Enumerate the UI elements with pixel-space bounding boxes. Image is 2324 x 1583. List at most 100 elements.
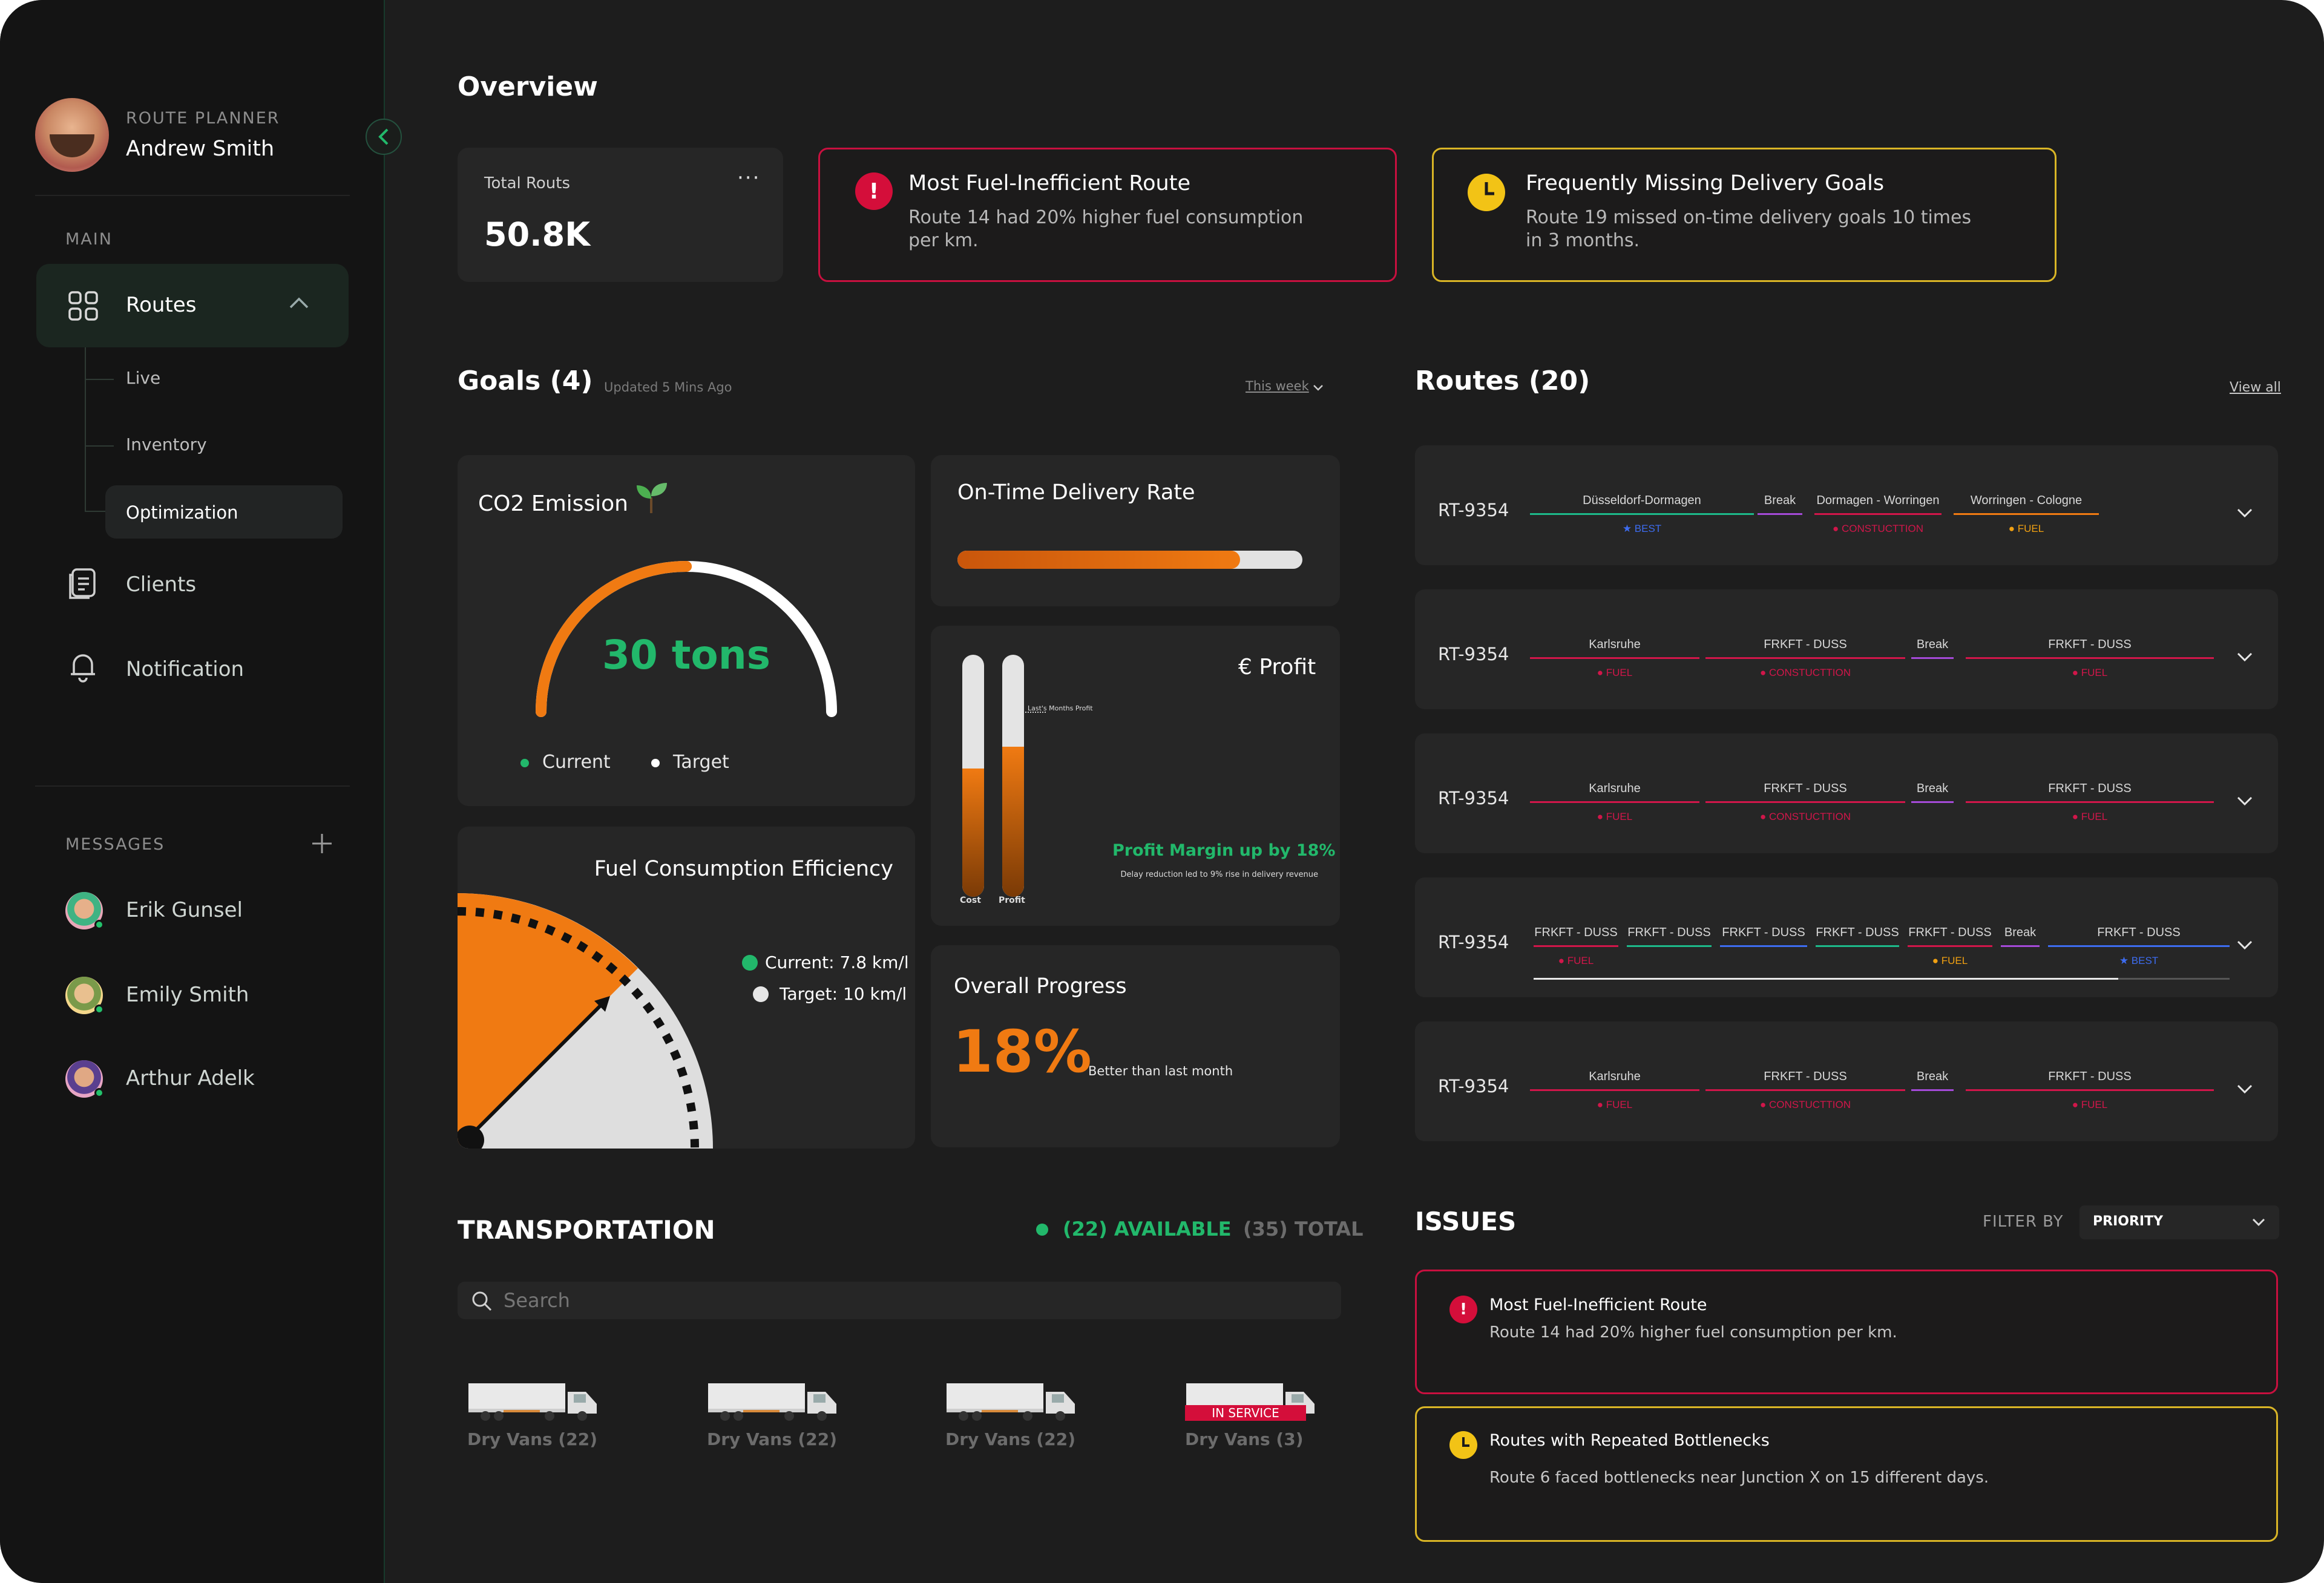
segment-label: Break xyxy=(1764,494,1796,507)
user-name: Andrew Smith xyxy=(126,137,275,161)
segment-tag: ● CONSTUCTTION xyxy=(1832,523,1924,534)
segment-label: FRKFT - DUSS xyxy=(2048,782,2132,795)
nav-sub-optimization[interactable]: Optimization xyxy=(105,485,343,539)
document-icon xyxy=(69,568,96,599)
fuel-target-dot xyxy=(753,986,769,1002)
route-segment[interactable]: Karlsruhe ● FUEL xyxy=(1530,733,1699,853)
issue-bottlenecks[interactable]: Routes with Repeated Bottlenecks Route 6… xyxy=(1415,1406,2278,1542)
total-routes-label: Total Routs xyxy=(484,174,571,192)
route-segment[interactable]: FRKFT - DUSS ● FUEL xyxy=(1908,877,1992,997)
plus-icon[interactable] xyxy=(311,833,333,854)
message-contact[interactable]: Erik Gunsel xyxy=(126,898,243,922)
segment-tag: ● CONSTUCTTION xyxy=(1759,1099,1851,1110)
chevron-down-icon[interactable] xyxy=(2236,795,2254,807)
vehicle-card[interactable]: IN SERVICE Dry Vans (3) xyxy=(1185,1380,1324,1449)
nav-sub-live[interactable]: Live xyxy=(126,368,161,388)
route-segment[interactable]: Break xyxy=(2001,877,2040,997)
route-segment[interactable]: Dormagen - Worringen ● CONSTUCTTION xyxy=(1814,445,1942,565)
co2-card: CO2 Emission 30 tons Current Target xyxy=(458,455,915,806)
issues-title: ISSUES xyxy=(1415,1207,1517,1236)
route-segment[interactable]: FRKFT - DUSS ● FUEL xyxy=(1534,877,1618,997)
goals-title: Goals (4) xyxy=(458,365,593,396)
search-input[interactable] xyxy=(504,1288,1327,1313)
route-segment[interactable]: FRKFT - DUSS ● FUEL xyxy=(1966,733,2214,853)
period-select[interactable]: This week xyxy=(1246,379,1309,393)
goals-updated: Updated 5 Mins Ago xyxy=(604,380,732,395)
segment-line xyxy=(1908,945,1992,947)
route-segment[interactable]: Karlsruhe ● FUEL xyxy=(1530,1021,1699,1141)
message-avatar[interactable] xyxy=(65,977,104,1014)
route-segment[interactable]: Break xyxy=(1758,445,1802,565)
truck-icon xyxy=(947,1383,1075,1421)
route-segment[interactable]: FRKFT - DUSS ● CONSTUCTTION xyxy=(1705,589,1905,709)
message-contact[interactable]: Emily Smith xyxy=(126,983,249,1007)
co2-title: CO2 Emission xyxy=(478,491,628,516)
route-segment[interactable]: FRKFT - DUSS ★ BEST xyxy=(2048,877,2230,997)
user-avatar[interactable] xyxy=(35,98,109,172)
chevron-down-icon[interactable] xyxy=(2236,1083,2254,1095)
profit-card: € Profit Last's Months Profit Cost Profi… xyxy=(931,626,1340,926)
tree-branch xyxy=(85,511,105,512)
segment-label: Break xyxy=(2004,926,2037,939)
fuel-inefficient-alert[interactable]: ! Most Fuel-Inefficient Route Route 14 h… xyxy=(818,148,1397,282)
divider xyxy=(35,195,350,196)
route-row[interactable]: RT-9354 Karlsruhe ● FUEL FRKFT - DUSS ● CONS… xyxy=(1415,733,2278,853)
legend-dot-current xyxy=(520,759,529,767)
vehicle-card[interactable]: Dry Vans (22) xyxy=(467,1380,606,1449)
route-segment[interactable]: Break xyxy=(1911,1021,1954,1141)
route-segment[interactable]: FRKFT - DUSS xyxy=(1720,877,1807,997)
nav-routes[interactable]: Routes xyxy=(36,264,349,347)
chevron-down-icon[interactable] xyxy=(2236,939,2254,951)
route-segment[interactable]: Düsseldorf-Dormagen ★ BEST xyxy=(1530,445,1754,565)
issue-fuel-inefficient[interactable]: ! Most Fuel-Inefficient Route Route 14 h… xyxy=(1415,1270,2278,1394)
missing-goals-alert[interactable]: Frequently Missing Delivery Goals Route … xyxy=(1432,148,2056,282)
overall-note: Better than last month xyxy=(1088,1064,1233,1078)
profit-bar xyxy=(1002,655,1024,897)
route-segment[interactable]: Karlsruhe ● FUEL xyxy=(1530,589,1699,709)
message-contact[interactable]: Arthur Adelk xyxy=(126,1066,255,1090)
more-icon[interactable]: ··· xyxy=(737,166,761,190)
chevron-down-icon[interactable] xyxy=(2236,651,2254,663)
vehicle-card[interactable]: Dry Vans (22) xyxy=(945,1380,1085,1449)
segment-label: FRKFT - DUSS xyxy=(1534,926,1618,939)
route-segment[interactable]: FRKFT - DUSS ● FUEL xyxy=(1966,589,2214,709)
chevron-up-icon[interactable] xyxy=(288,295,310,310)
vehicle-card[interactable]: Dry Vans (22) xyxy=(707,1380,846,1449)
segment-label: Dormagen - Worringen xyxy=(1816,494,1940,507)
view-all-link[interactable]: View all xyxy=(2230,380,2281,395)
route-segment[interactable]: Break xyxy=(1911,733,1954,853)
segment-line xyxy=(1705,1089,1905,1091)
message-avatar[interactable] xyxy=(65,892,104,929)
route-segment[interactable]: FRKFT - DUSS xyxy=(1816,877,1899,997)
route-segment[interactable]: Worringen - Cologne ● FUEL xyxy=(1954,445,2099,565)
route-row[interactable]: RT-9354 Düsseldorf-Dormagen ★ BEST Break Dor… xyxy=(1415,445,2278,565)
overall-value: 18% xyxy=(953,1018,1092,1086)
route-segment[interactable]: Break xyxy=(1911,589,1954,709)
segment-tag: ● FUEL xyxy=(2072,811,2108,822)
route-segment[interactable]: FRKFT - DUSS ● FUEL xyxy=(1966,1021,2214,1141)
nav-sub-inventory[interactable]: Inventory xyxy=(126,434,207,454)
route-segment[interactable]: FRKFT - DUSS ● CONSTUCTTION xyxy=(1705,1021,1905,1141)
bell-icon xyxy=(71,654,95,683)
route-segment[interactable]: FRKFT - DUSS xyxy=(1627,877,1712,997)
segment-label: FRKFT - DUSS xyxy=(1764,1070,1847,1083)
filter-label: FILTER BY xyxy=(1983,1213,2064,1231)
route-segment[interactable]: FRKFT - DUSS ● CONSTUCTTION xyxy=(1705,733,1905,853)
chevron-down-icon[interactable] xyxy=(2236,507,2254,519)
alert-title: Most Fuel-Inefficient Route xyxy=(908,171,1190,195)
search-icon xyxy=(472,1291,492,1311)
tree-branch xyxy=(85,379,114,380)
route-row[interactable]: RT-9354 FRKFT - DUSS ● FUEL FRKFT - DUSS FRK… xyxy=(1415,877,2278,997)
chevron-down-icon[interactable] xyxy=(1312,384,1324,392)
clock-icon xyxy=(1468,174,1505,211)
message-avatar[interactable] xyxy=(65,1060,104,1098)
segment-line xyxy=(1720,945,1807,947)
route-row[interactable]: RT-9354 Karlsruhe ● FUEL FRKFT - DUSS ● CONS… xyxy=(1415,1021,2278,1141)
priority-select[interactable]: PRIORITY xyxy=(2079,1205,2279,1239)
collapse-sidebar-button[interactable] xyxy=(366,119,402,155)
search-box[interactable] xyxy=(458,1282,1341,1319)
messages-section-label: MESSAGES xyxy=(65,835,165,854)
route-progress-fill xyxy=(1534,978,2118,980)
route-row[interactable]: RT-9354 Karlsruhe ● FUEL FRKFT - DUSS ● CONS… xyxy=(1415,589,2278,709)
